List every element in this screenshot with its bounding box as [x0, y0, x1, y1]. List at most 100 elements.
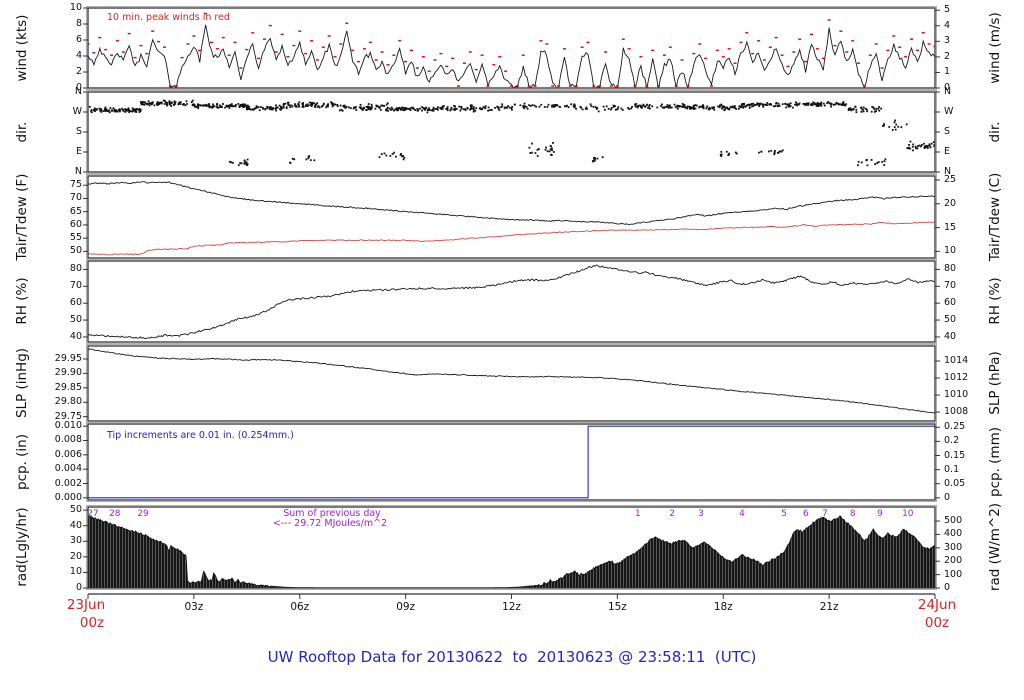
wind-left-axis-label: wind (kts)	[14, 14, 30, 82]
rad-hour-sum-label: 3	[698, 509, 704, 519]
plot-canvas	[83, 6, 940, 599]
dir-series-group	[88, 99, 935, 167]
temp-panel-outer-border	[86, 174, 937, 260]
pcp-right-tick-label: 0.05	[944, 477, 966, 489]
rad-right-tick-label: 500	[944, 515, 963, 527]
temp-right-tick-label: 15	[944, 221, 957, 233]
rad-hour-sum-label: 6	[802, 509, 809, 519]
rh-right-tick-label: 80	[944, 263, 957, 275]
pcp-left-tick-label: 0.002	[54, 477, 82, 489]
time-tick-label: 15z	[607, 601, 627, 613]
slp-panel-border	[87, 345, 936, 422]
rh-series-group	[88, 264, 935, 339]
rad-hour-sum-label: 28	[109, 509, 121, 519]
slp-right-tick-label: 1014	[944, 355, 969, 366]
wind-left-tick-label: 2	[75, 66, 82, 77]
pcp-left-tick-label: 0.000	[54, 491, 82, 503]
slp-left-tick-label: 29.85	[54, 381, 82, 393]
rad-right-tick-label: 200	[944, 555, 963, 567]
wind-left-tick-label: 6	[75, 34, 82, 45]
rad-left-tick-label: 50	[69, 504, 82, 516]
slp-left-tick-label: 29.90	[54, 367, 82, 379]
wind-panel-border	[87, 7, 936, 89]
rad-hour-sum-label: 10	[902, 509, 914, 519]
rad-series-group	[88, 515, 935, 588]
dir-left-tick-label: W	[72, 106, 82, 117]
pcp-left-tick-label: 0.006	[54, 448, 82, 460]
rad-right-tick-label: 400	[944, 528, 963, 540]
time-tick-label: 12z	[502, 601, 521, 613]
slp-series-group	[88, 348, 935, 414]
slp-panel-outer-border	[86, 344, 937, 423]
dir-right-tick-label: S	[944, 126, 951, 137]
rh-left-tick-label: 70	[69, 280, 82, 292]
rh-right-tick-label: 50	[944, 314, 957, 326]
temp-left-tick-label: 65	[69, 205, 82, 217]
rad-left-axis-label: rad(Lgly/hr)	[14, 507, 30, 587]
rad-hour-sum-label: 5	[781, 509, 787, 519]
pcp-left-axis-label: pcp. (in)	[14, 434, 30, 490]
rh-right-tick-label: 70	[944, 280, 957, 292]
time-tick-label: 18z	[713, 601, 733, 613]
rad-hour-sum-label: 8	[849, 509, 856, 519]
time-tick-label: 09z	[396, 601, 416, 613]
rh-left-tick-label: 60	[69, 297, 82, 309]
wind-right-tick-label: 3	[944, 35, 951, 47]
dir-left-tick-label: N	[74, 166, 82, 177]
end-hour-label: 00z	[924, 615, 950, 631]
slp-left-tick-label: 29.80	[54, 396, 82, 408]
temp-left-tick-label: 70	[69, 192, 82, 204]
temp-left-tick-label: 75	[69, 179, 82, 191]
rh-left-tick-label: 40	[69, 330, 82, 342]
start-date-label: 23Jun	[66, 597, 106, 613]
rad-left-tick-label: 40	[69, 519, 82, 531]
slp-left-tick-label: 29.75	[54, 410, 82, 422]
end-date-label: 24Jun	[917, 597, 957, 613]
pcp-left-tick-label: 0.004	[54, 463, 82, 475]
pcp-series-group	[88, 425, 935, 499]
dir-right-tick-label: E	[944, 146, 951, 157]
pcp-left-tick-label: 0.008	[54, 434, 82, 446]
peak-winds-annotation: 10 min. peak winds in red	[107, 12, 230, 23]
dir-right-tick-label: N	[944, 86, 952, 97]
rh-panel-outer-border	[86, 259, 937, 344]
time-tick-label: 03z	[184, 601, 204, 613]
rad-hour-sum-label: 2	[669, 509, 675, 519]
rad-hour-sum-label: 1	[634, 509, 641, 519]
slp-right-tick-label: 1012	[944, 372, 969, 384]
previous-day-total-annotation: <--- 29.72 MJoules/m^2	[272, 518, 388, 529]
pcp-right-tick-label: 0.25	[944, 421, 966, 433]
rad-hour-sum-label: 27	[87, 509, 99, 519]
pcp-panel-border	[87, 423, 936, 501]
pcp-right-tick-label: 0.2	[944, 435, 960, 447]
rad-hour-sum-label: 29	[137, 509, 149, 519]
wind-right-tick-label: 0	[944, 82, 951, 93]
wind-right-tick-label: 4	[944, 19, 951, 31]
rh-panel-border	[87, 260, 936, 343]
temp-left-tick-label: 55	[69, 232, 82, 244]
wind-panel-outer-border	[86, 6, 937, 90]
wind-right-tick-label: 2	[944, 50, 951, 62]
rad-left-tick-label: 20	[69, 550, 82, 562]
previous-day-sum-annotation: Sum of previous day	[283, 508, 381, 519]
start-hour-label: 00z	[79, 615, 105, 631]
rh-right-tick-label: 60	[944, 297, 957, 309]
wind-left-tick-label: 4	[75, 50, 82, 61]
wind-series-group	[88, 12, 935, 88]
tip-increments-annotation: Tip increments are 0.01 in. (0.254mm.)	[107, 430, 294, 441]
figure-title: UW Rooftop Data for 20130622 to 20130623…	[267, 648, 757, 666]
slp-right-tick-label: 1010	[944, 389, 969, 401]
slp-left-axis-label: SLP (inHg)	[14, 347, 30, 419]
rad-hour-sum-label: 4	[739, 509, 745, 519]
rh-left-tick-label: 50	[69, 314, 82, 326]
wind-left-tick-label: 10	[69, 2, 82, 13]
pcp-right-tick-label: 0	[944, 491, 951, 503]
pcp-panel-outer-border	[86, 422, 937, 502]
temp-panel-border	[87, 175, 936, 259]
rad-left-tick-label: 30	[69, 535, 82, 547]
dir-right-tick-label: N	[944, 166, 952, 177]
temp-left-tick-label: 60	[69, 218, 82, 230]
wind-right-tick-label: 5	[944, 4, 951, 16]
rad-right-tick-label: 0	[944, 582, 951, 593]
